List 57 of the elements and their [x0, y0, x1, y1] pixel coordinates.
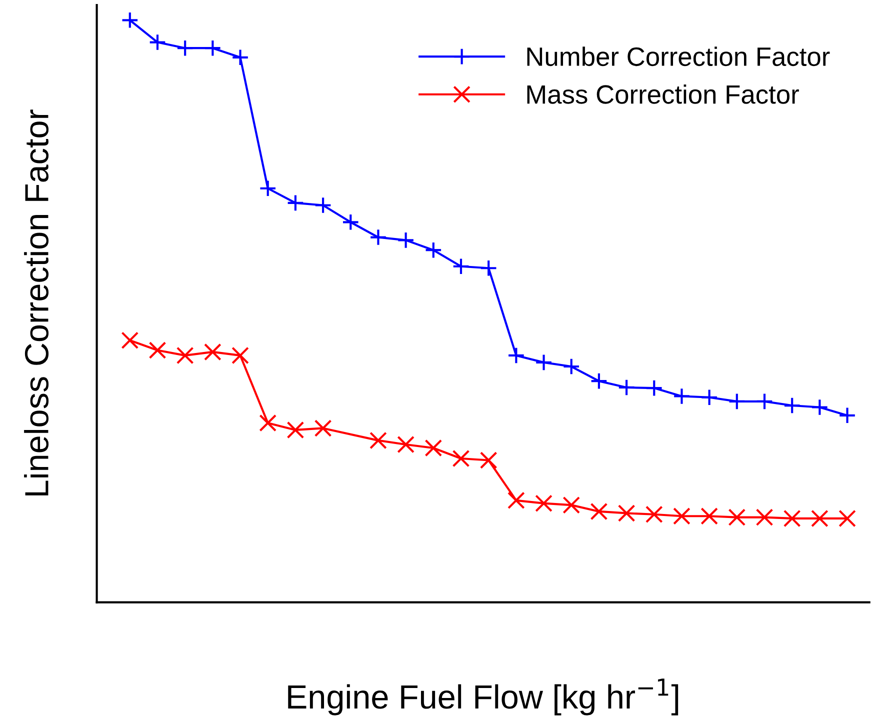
point — [728, 392, 746, 410]
point — [618, 504, 636, 522]
legend-label: Mass Correction Factor — [527, 84, 799, 104]
point — [314, 196, 332, 214]
point — [121, 332, 139, 350]
x-axis-title: Engine Fuel Flow [kg hr$^{−1}$] — [288, 678, 678, 716]
point — [286, 421, 304, 439]
point — [204, 39, 222, 57]
point — [424, 241, 442, 259]
point — [535, 494, 552, 512]
point — [232, 48, 249, 66]
point — [811, 510, 828, 528]
point — [673, 507, 690, 525]
point — [259, 180, 277, 198]
point — [480, 259, 498, 277]
point — [480, 452, 498, 469]
point — [508, 492, 525, 510]
point — [673, 388, 690, 405]
point — [424, 439, 442, 457]
point — [562, 358, 580, 376]
point — [204, 343, 222, 361]
point — [756, 392, 774, 410]
point — [590, 372, 608, 390]
point — [838, 510, 856, 528]
point — [232, 346, 249, 364]
point — [370, 228, 387, 246]
point — [176, 346, 194, 364]
point — [452, 450, 470, 468]
point — [700, 388, 718, 406]
legend-label: Number Correction Factor — [527, 46, 830, 66]
point — [286, 194, 304, 212]
point — [618, 378, 636, 396]
point — [756, 508, 774, 526]
point — [645, 379, 663, 397]
point — [397, 232, 414, 249]
point — [590, 502, 608, 520]
point — [370, 432, 387, 450]
point — [121, 11, 139, 29]
point — [728, 508, 746, 526]
point — [562, 496, 580, 514]
point — [535, 354, 552, 372]
point — [148, 342, 166, 359]
point — [700, 507, 718, 525]
point — [838, 406, 856, 424]
y-axis-title: Lineloss Correction Factor — [24, 110, 49, 496]
point — [783, 510, 801, 528]
point — [508, 346, 525, 364]
point — [811, 398, 828, 416]
point — [314, 420, 332, 437]
point — [148, 34, 166, 51]
point — [259, 414, 277, 432]
point — [397, 436, 414, 454]
point — [452, 258, 470, 276]
point — [176, 39, 194, 57]
point — [783, 396, 801, 414]
point — [342, 213, 360, 231]
point — [645, 506, 663, 524]
